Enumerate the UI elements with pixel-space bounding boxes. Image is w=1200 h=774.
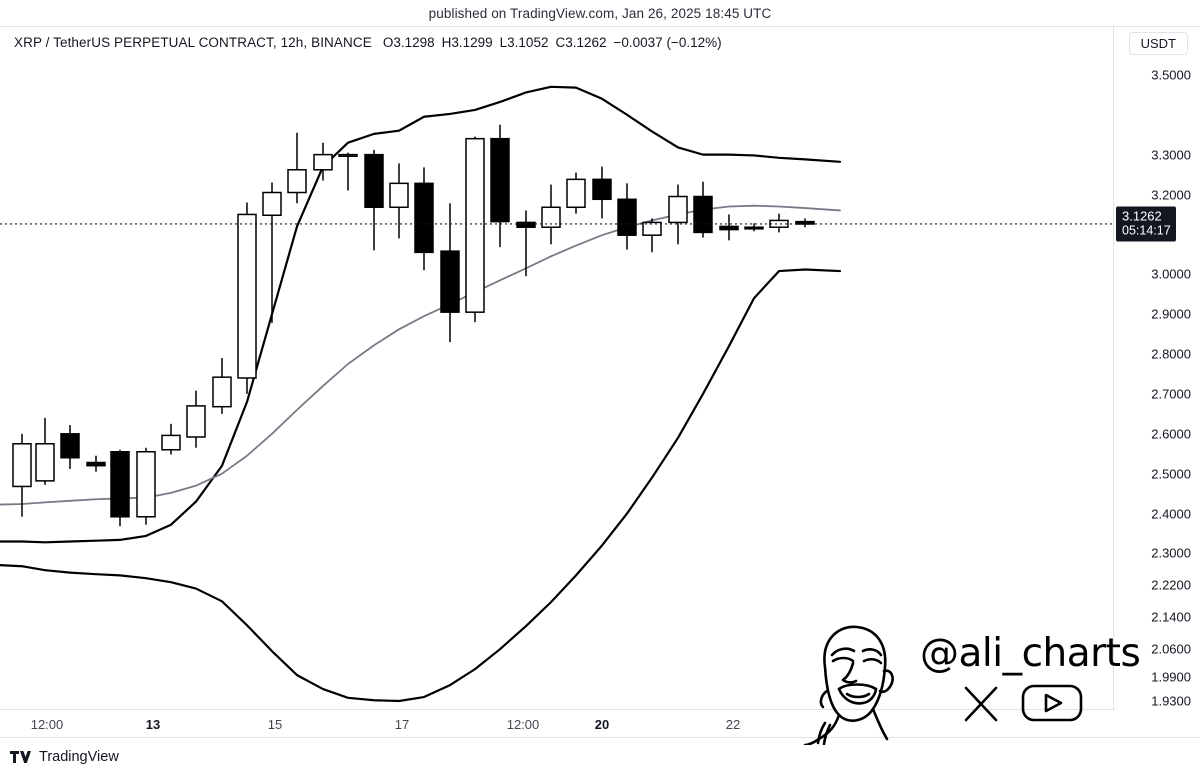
candle[interactable] (465, 136, 485, 323)
time-tick-label: 20 (594, 717, 610, 732)
chart-legend: XRP / TetherUS PERPETUAL CONTRACT, 12h, … (14, 35, 722, 50)
price-tick-label: 2.3000 (1151, 545, 1191, 561)
series-bollinger-lower (0, 268, 842, 703)
price-tick-label: 2.7000 (1151, 386, 1191, 402)
price-tick-label: 2.5000 (1151, 466, 1191, 482)
price-tick-label: 3.3000 (1151, 147, 1191, 163)
candle[interactable] (212, 358, 232, 414)
price-tick-label: 1.9900 (1151, 669, 1191, 685)
legend-high: H3.1299 (441, 35, 493, 50)
price-tick-label: 1.9300 (1151, 693, 1191, 709)
candle[interactable] (35, 417, 55, 485)
candle[interactable] (592, 166, 612, 219)
price-tick-label: 2.1400 (1151, 609, 1191, 625)
legend-change: −0.0037 (−0.12%) (613, 35, 722, 50)
current-price-badge[interactable]: 3.1262 05:14:17 (1116, 206, 1176, 242)
bar-countdown: 05:14:17 (1122, 223, 1171, 238)
time-tick-label: 12:00 (30, 717, 64, 732)
price-tick-label: 2.6000 (1151, 426, 1191, 442)
legend-close: C3.1262 (555, 35, 607, 50)
candle[interactable] (769, 213, 789, 233)
published-caption: published on TradingView.com, Jan 26, 20… (428, 5, 772, 21)
time-tick-label: 22 (725, 717, 741, 732)
time-tick-label: 17 (394, 717, 410, 732)
footer-bar: TradingView (0, 740, 1200, 774)
chart-plot-area[interactable] (0, 27, 1114, 709)
candle[interactable] (161, 423, 181, 455)
candle[interactable] (338, 152, 358, 191)
current-price-value: 3.1262 (1122, 208, 1162, 224)
price-tick-label: 2.8000 (1151, 346, 1191, 362)
candle[interactable] (86, 455, 106, 472)
candle[interactable] (313, 142, 333, 181)
candle[interactable] (516, 210, 536, 277)
time-tick-label: 12:00 (506, 717, 540, 732)
candle[interactable] (389, 163, 409, 239)
time-tick-label: 15 (267, 717, 283, 732)
price-tick-label: 2.2200 (1151, 577, 1191, 593)
candle[interactable] (12, 433, 32, 517)
series-bollinger-basis-sma (0, 204, 841, 506)
candle[interactable] (60, 425, 80, 469)
tradingview-brand: TradingView (39, 749, 119, 765)
price-tick-label: 2.9000 (1151, 306, 1191, 322)
candlestick-svg (0, 85, 1113, 703)
price-scale[interactable]: 3.5000 3.3000 3.2000 3.0000 2.9000 2.8000 2.70… (1114, 27, 1200, 709)
legend-symbol[interactable]: XRP / TetherUS PERPETUAL CONTRACT, 12h, … (14, 35, 372, 50)
chart-frame: XRP / TetherUS PERPETUAL CONTRACT, 12h, … (0, 26, 1200, 747)
price-tick-label: 2.0600 (1151, 641, 1191, 657)
series-bollinger-upper (0, 85, 842, 544)
legend-ohlc: O3.1298 H3.1299 L3.1052 C3.1262 −0.0037 (−0.… (376, 35, 722, 50)
candle[interactable] (287, 132, 307, 204)
price-tick-label: 3.2000 (1151, 187, 1191, 202)
candle[interactable] (541, 184, 561, 245)
candle[interactable] (364, 149, 384, 251)
tradingview-logo-icon (10, 751, 31, 763)
legend-low: L3.1052 (499, 35, 549, 50)
price-tick-label: 3.0000 (1151, 266, 1191, 282)
candle[interactable] (744, 223, 764, 232)
candle[interactable] (693, 181, 713, 238)
candle[interactable] (110, 449, 130, 527)
candle[interactable] (668, 184, 688, 245)
candle[interactable] (136, 447, 156, 525)
candle[interactable] (719, 214, 739, 241)
candle[interactable] (186, 390, 206, 448)
legend-open: O3.1298 (382, 35, 435, 50)
candle[interactable] (617, 183, 637, 250)
price-tick-label: 3.5000 (1151, 67, 1191, 83)
candle[interactable] (414, 167, 434, 271)
candle[interactable] (566, 172, 586, 214)
currency-badge[interactable]: USDT (1128, 32, 1188, 55)
time-scale[interactable]: 12:00 13 15 17 12:00 20 22 (0, 709, 1114, 739)
time-tick-label: 13 (145, 717, 161, 732)
candle[interactable] (440, 203, 460, 343)
candle[interactable] (237, 202, 257, 394)
price-tick-label: 2.4000 (1151, 506, 1191, 522)
candle[interactable] (795, 218, 815, 228)
candle[interactable] (262, 182, 282, 323)
candle[interactable] (490, 124, 510, 248)
